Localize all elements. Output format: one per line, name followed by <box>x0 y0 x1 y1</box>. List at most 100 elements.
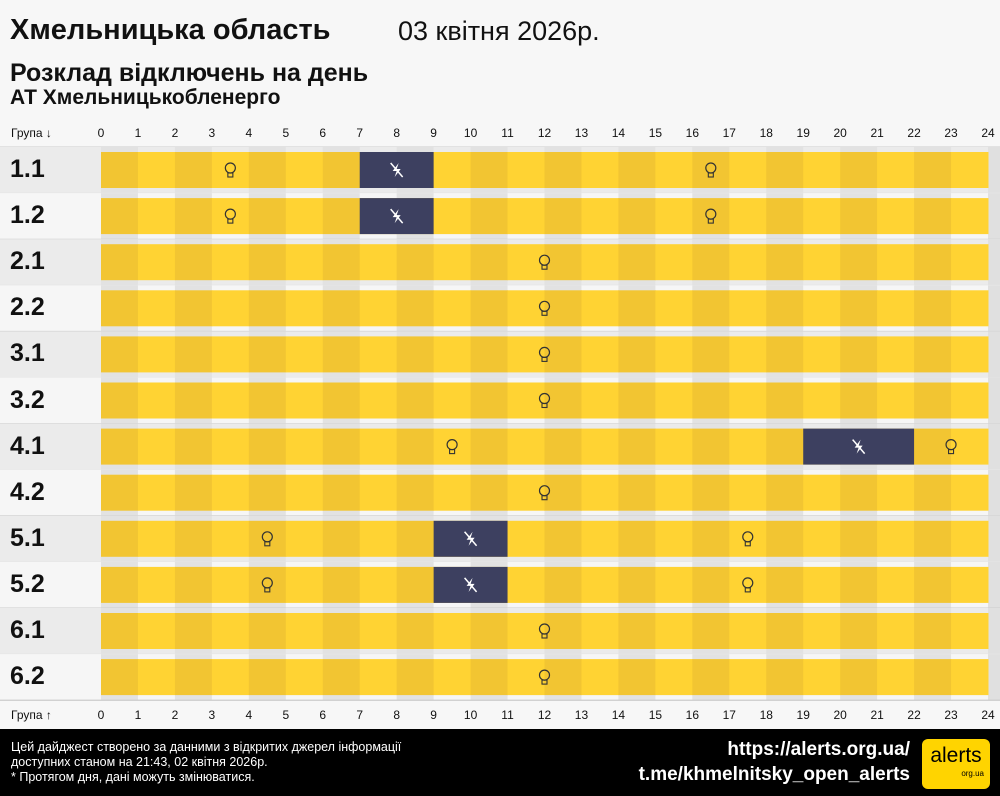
tick-label: 5 <box>282 708 290 722</box>
on-hour-2.1-3 <box>211 244 250 281</box>
on-hour-6.1-11 <box>507 613 545 649</box>
on-hour-2.2-19 <box>803 290 841 327</box>
on-hour-5.2-8 <box>396 566 435 603</box>
on-hour-3.1-10 <box>470 336 509 373</box>
tick-label: 23 <box>944 708 958 722</box>
on-hour-6.1-7 <box>359 613 398 649</box>
on-hour-5.2-12 <box>544 566 582 603</box>
on-hour-6.2-19 <box>803 659 841 696</box>
bulb-base <box>707 218 714 224</box>
on-hour-6.1-8 <box>396 613 435 649</box>
on-hour-3.2-4 <box>248 382 287 419</box>
on-hour-5.2-13 <box>581 566 619 603</box>
bulb-base <box>264 541 271 547</box>
on-hour-1.2-4 <box>248 198 287 235</box>
no-power-slash <box>464 577 478 593</box>
on-hour-4.1-7 <box>359 428 398 465</box>
on-hour-3.1-14 <box>618 336 656 373</box>
on-hour-4.2-17 <box>729 474 767 511</box>
on-hour-1.2-10 <box>470 198 509 235</box>
on-hour-1.2-15 <box>655 198 693 235</box>
on-hour-4.1-17 <box>729 428 767 465</box>
on-hour-3.2-15 <box>655 382 693 419</box>
row-end <box>988 515 1000 562</box>
on-hour-6.2-16 <box>692 659 730 696</box>
on-hour-4.2-5 <box>285 474 324 511</box>
telegram-link[interactable]: t.me/khmelnitsky_open_alerts <box>638 764 910 785</box>
on-hour-5.2-20 <box>840 566 878 603</box>
tick-label: 11 <box>501 126 514 140</box>
on-hour-1.2-2 <box>174 198 213 235</box>
axis-label-bottom: Група ↑ <box>11 708 52 722</box>
on-hour-1.1-9 <box>433 152 472 188</box>
on-hour-5.1-12 <box>544 520 582 557</box>
on-hour-4.2-18 <box>766 474 804 511</box>
tick-label: 20 <box>833 126 847 140</box>
tick-label: 0 <box>97 126 105 140</box>
on-hour-3.1-19 <box>803 336 841 373</box>
on-hour-6.2-22 <box>914 659 952 696</box>
bulb-base <box>541 356 548 362</box>
on-hour-2.2-11 <box>507 290 545 327</box>
row-end <box>988 285 1000 332</box>
on-hour-2.2-6 <box>322 290 361 327</box>
on-hour-3.1-8 <box>396 336 435 373</box>
on-hour-6.1-1 <box>137 613 176 649</box>
on-hour-6.1-21 <box>877 613 915 649</box>
on-hour-6.2-3 <box>211 659 250 696</box>
on-hour-2.2-1 <box>137 290 176 327</box>
on-hour-1.1-4 <box>248 152 287 188</box>
on-hour-4.2-20 <box>840 474 878 511</box>
on-hour-3.2-12 <box>544 382 582 419</box>
on-hour-4.2-8 <box>396 474 435 511</box>
on-hour-4.2-15 <box>655 474 693 511</box>
on-hour-2.2-2 <box>174 290 213 327</box>
on-hour-4.1-4 <box>248 428 287 465</box>
tick-label: 6 <box>319 126 327 140</box>
row-end <box>988 608 1000 655</box>
logo-text: alerts <box>930 744 982 767</box>
bulb-base <box>541 310 548 316</box>
on-hour-1.1-2 <box>174 152 213 188</box>
on-hour-6.2-12 <box>544 659 582 696</box>
on-hour-4.2-0 <box>101 474 139 511</box>
row-end <box>988 193 1000 240</box>
group-label: 6.1 <box>10 616 45 644</box>
site-link[interactable]: https://alerts.org.ua/ <box>727 739 910 760</box>
on-hour-6.2-14 <box>618 659 656 696</box>
on-hour-6.2-4 <box>248 659 287 696</box>
tick-label: 2 <box>171 708 179 722</box>
row-end <box>988 239 1000 286</box>
on-hour-6.1-3 <box>211 613 250 649</box>
on-hour-4.2-4 <box>248 474 287 511</box>
on-hour-2.2-4 <box>248 290 287 327</box>
on-hour-5.1-21 <box>877 520 915 557</box>
tick-label: 19 <box>796 126 810 140</box>
row-end <box>988 147 1000 194</box>
on-hour-4.2-1 <box>137 474 176 511</box>
on-hour-1.2-9 <box>433 198 472 235</box>
on-hour-4.1-3 <box>211 428 250 465</box>
region-title: Хмельницька область <box>10 14 331 46</box>
on-hour-2.2-5 <box>285 290 324 327</box>
on-hour-2.2-17 <box>729 290 767 327</box>
on-hour-5.2-3 <box>211 566 250 603</box>
tick-label: 16 <box>685 708 700 722</box>
tick-label: 2 <box>171 126 179 140</box>
on-hour-1.1-10 <box>470 152 509 188</box>
group-label: 4.1 <box>10 431 45 460</box>
on-hour-2.1-2 <box>174 244 213 281</box>
group-label: 3.2 <box>10 385 45 414</box>
on-hour-5.1-11 <box>507 520 545 557</box>
on-hour-2.1-20 <box>840 244 878 281</box>
on-hour-4.1-8 <box>396 428 435 465</box>
on-hour-3.2-18 <box>766 382 804 419</box>
tick-label: 4 <box>245 126 253 140</box>
on-hour-6.2-10 <box>470 659 509 696</box>
on-hour-3.1-3 <box>211 336 250 373</box>
bulb-base <box>227 218 234 224</box>
tick-label: 12 <box>537 708 552 722</box>
on-hour-5.1-7 <box>359 520 398 557</box>
on-hour-2.1-7 <box>359 244 398 281</box>
